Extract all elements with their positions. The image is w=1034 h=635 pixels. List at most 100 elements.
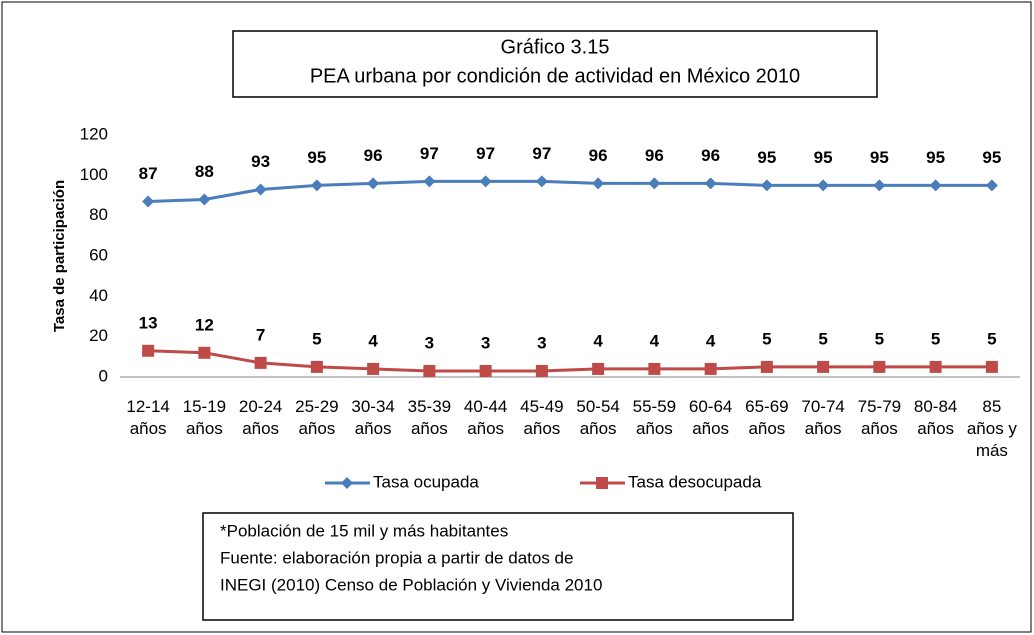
x-tick-label: 35-39 años [407,397,452,438]
point [254,183,267,196]
point [985,360,998,373]
point [423,364,436,377]
data-label: 5 [312,329,321,348]
x-tick-label: 75-79 años [857,397,902,438]
point [479,175,492,188]
point [310,360,323,373]
x-tick-label: 70-74 años [801,397,845,438]
data-label: 95 [307,148,326,167]
data-label: 96 [364,146,383,165]
point [254,356,267,369]
point [367,362,380,375]
data-label: 97 [420,144,439,163]
data-label: 95 [982,148,1001,167]
legend-marker [596,477,608,489]
point [423,175,436,188]
x-tick-label: 12-14 años [126,397,170,438]
legend-marker [341,477,353,489]
data-label: 3 [481,333,490,352]
chart-title: Gráfico 3.15 [501,36,610,58]
point [535,175,548,188]
y-tick-label: 0 [99,366,108,385]
x-tick-label: 80-84 años [913,397,958,438]
data-label: 95 [757,148,776,167]
data-label: 87 [139,164,158,183]
y-tick-label: 100 [80,165,108,184]
note-box [202,512,794,621]
x-tick-label: 55-59 años [632,397,677,438]
x-tick-label: 45-49 años [520,397,564,438]
data-label: 97 [476,144,495,163]
data-label: 13 [139,313,158,332]
x-tick-label: 50-54 años [576,397,620,438]
y-axis-label: Tasa de participación [51,180,68,332]
point [142,195,155,208]
x-tick-label: 40-44 años [463,397,508,438]
data-label: 4 [650,331,660,350]
title-box [232,30,878,98]
y-tick-label: 80 [89,205,108,224]
point [142,344,155,357]
data-label: 3 [425,333,434,352]
data-label: 7 [256,325,265,344]
data-label: 4 [706,331,716,350]
data-label: 5 [931,329,940,348]
note: *Población de 15 mil y más habitantes [220,521,508,540]
x-tick-label: 85 años y más [966,397,1017,460]
data-label: 95 [814,148,833,167]
point [648,177,661,190]
point [760,179,773,192]
point [873,360,886,373]
point [648,362,661,375]
y-tick-label: 120 [80,124,108,143]
data-label: 96 [701,146,720,165]
x-tick-label: 60-64 años [688,397,733,438]
point [760,360,773,373]
point [929,360,942,373]
point [985,179,998,192]
x-tick-label: 30-34 años [351,397,395,438]
y-tick-label: 20 [89,326,108,345]
point [310,179,323,192]
series-line [148,179,992,204]
data-label: 95 [926,148,945,167]
series-line [148,349,992,373]
legend-label: Tasa desocupada [628,472,762,491]
x-tick-label: 25-29 años [295,397,339,438]
data-label: 4 [593,331,603,350]
note: INEGI (2010) Censo de Población y Vivien… [220,575,602,594]
point [367,177,380,190]
point [198,346,211,359]
point [592,177,605,190]
point [704,362,717,375]
data-label: 96 [645,146,664,165]
data-label: 93 [251,152,270,171]
y-tick-label: 60 [89,245,108,264]
data-label: 5 [762,329,771,348]
note: Fuente: elaboración propia a partir de d… [220,548,573,567]
point [535,364,548,377]
data-label: 96 [589,146,608,165]
legend-label: Tasa ocupada [373,472,479,491]
data-label: 4 [368,331,378,350]
data-label: 5 [875,329,884,348]
y-tick-label: 40 [89,286,108,305]
x-tick-label: 15-19 años [182,397,227,438]
x-tick-label: 65-69 años [745,397,789,438]
data-label: 12 [195,315,214,334]
point [592,362,605,375]
data-label: 3 [537,333,546,352]
point [817,360,830,373]
data-label: 88 [195,162,214,181]
point [873,179,886,192]
data-label: 5 [987,329,996,348]
data-label: 5 [818,329,827,348]
point [198,193,211,206]
chart-subtitle: PEA urbana por condición de actividad en… [310,65,800,87]
point [929,179,942,192]
data-label: 95 [870,148,889,167]
point [704,177,717,190]
point [479,364,492,377]
